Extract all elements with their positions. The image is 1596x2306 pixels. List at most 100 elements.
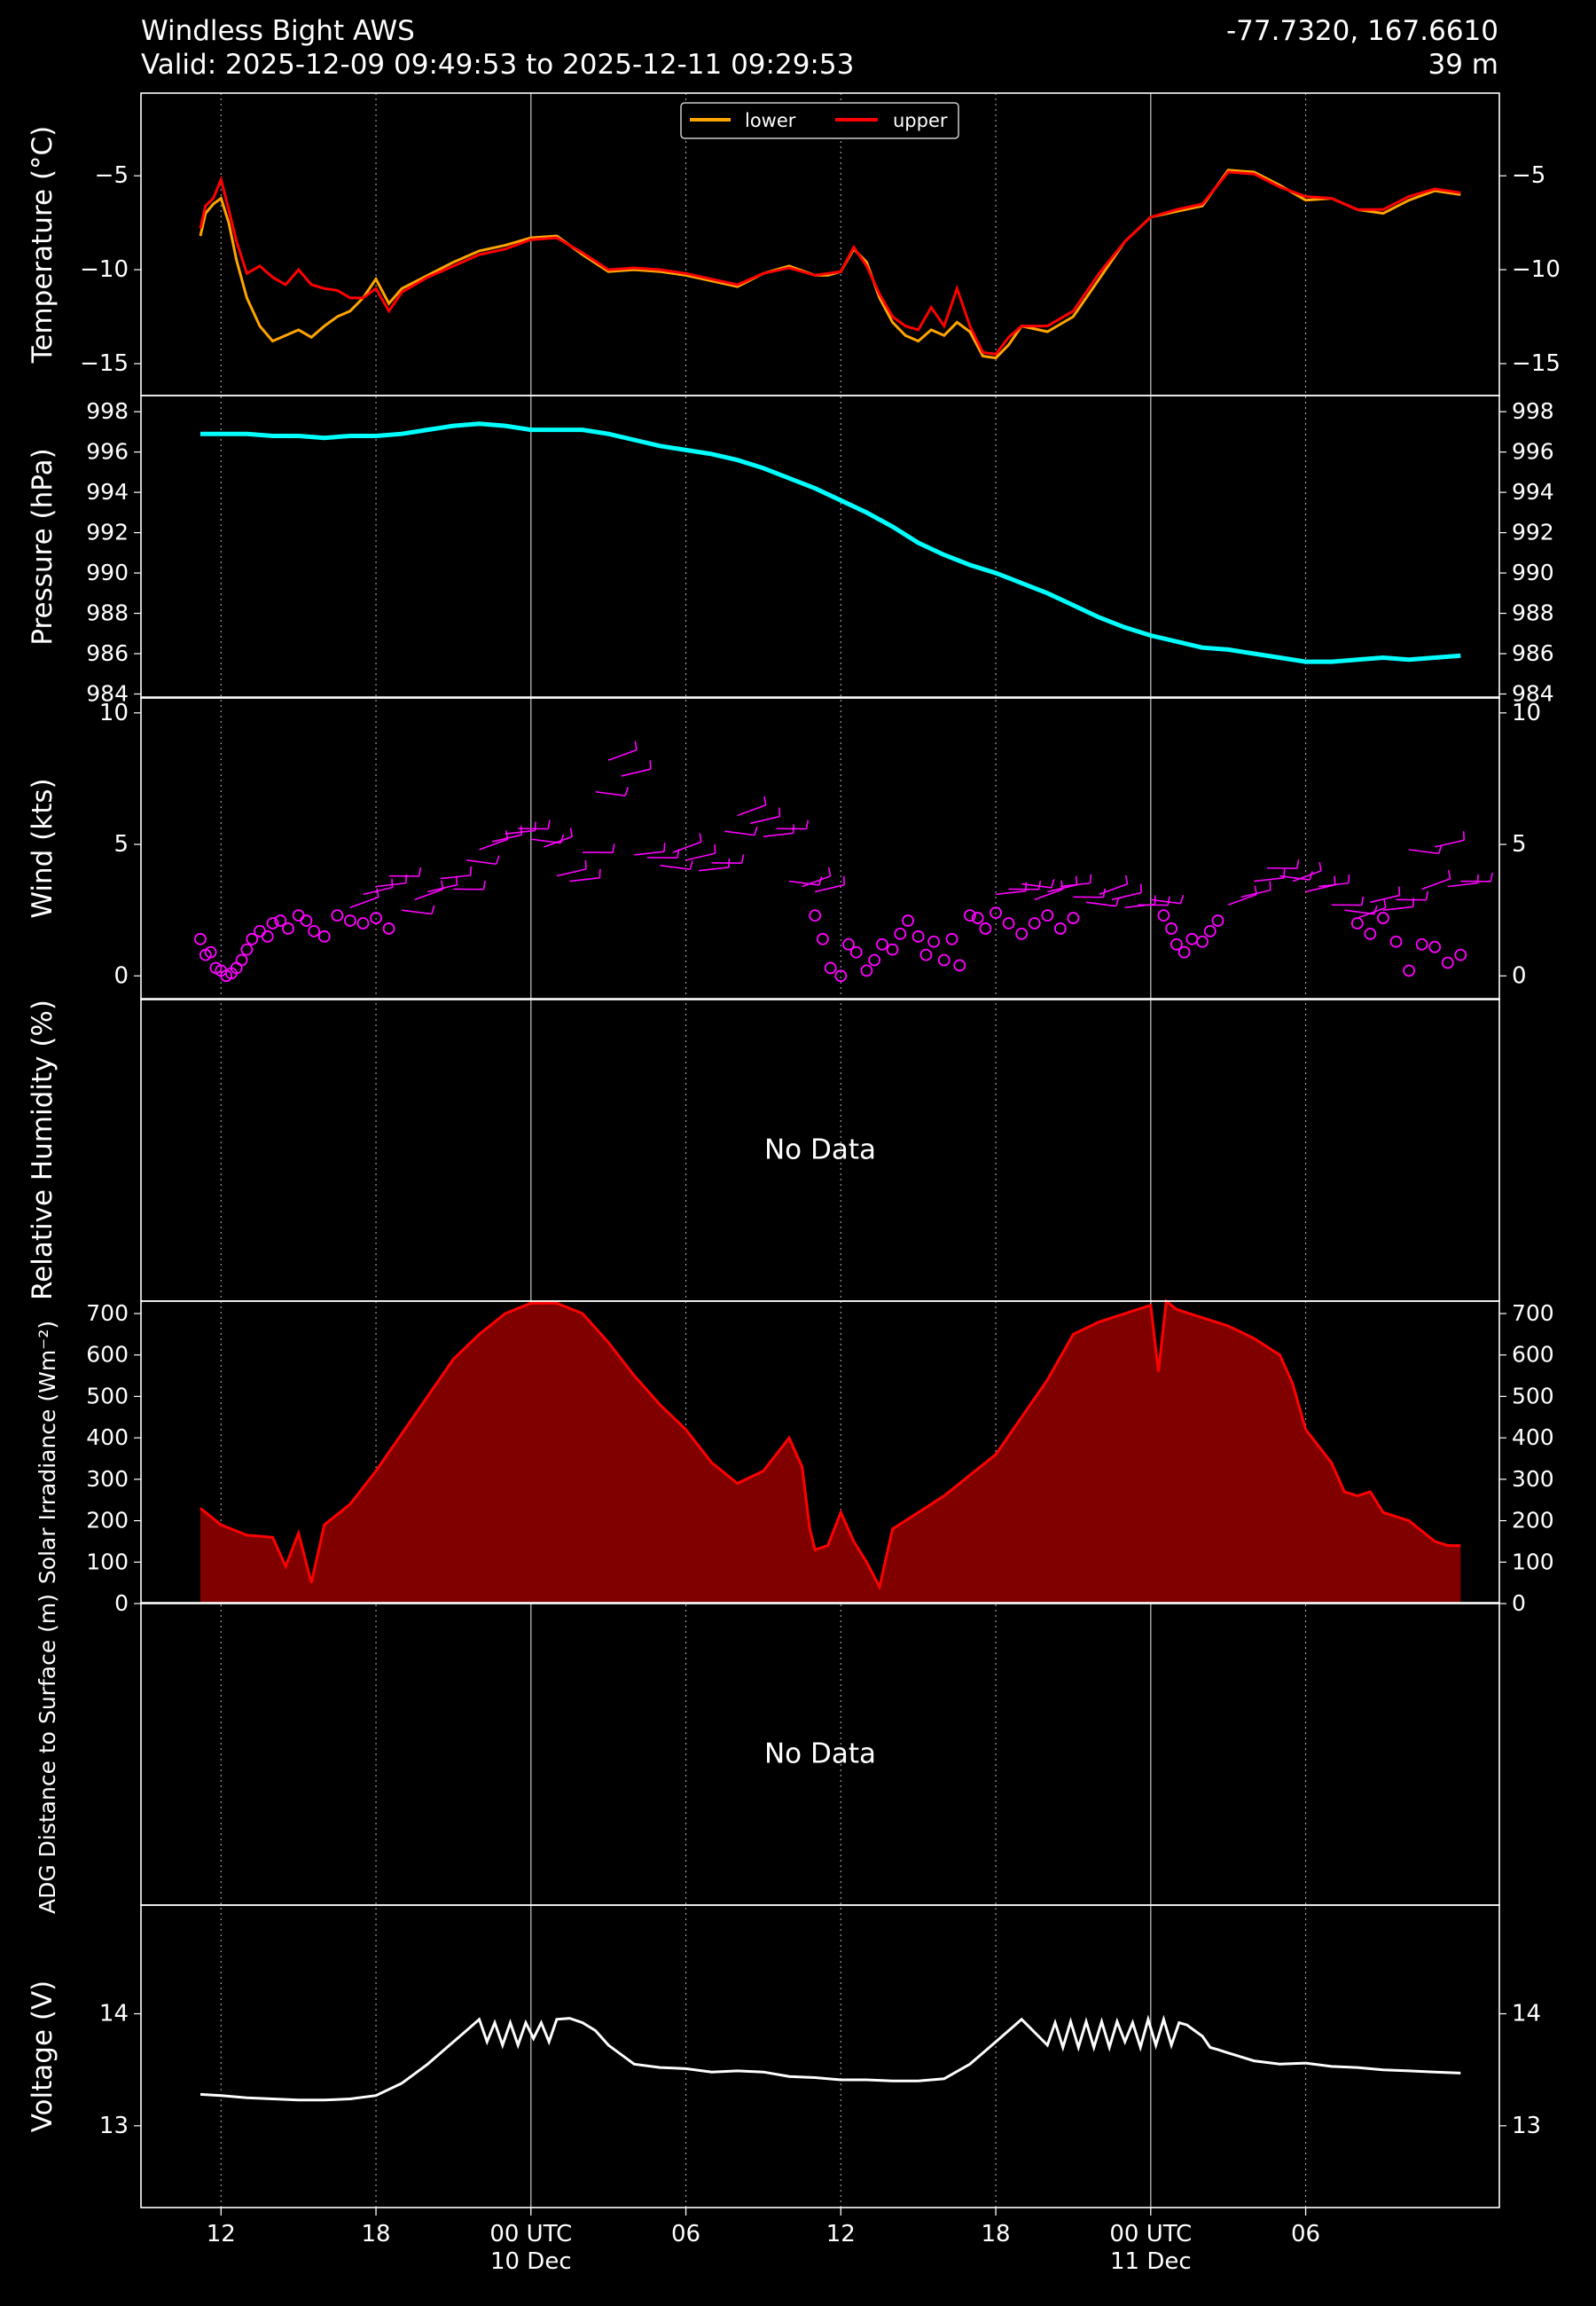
barb-flag [778,807,781,817]
temp-line-upper [199,170,1461,357]
barb-shaft [995,890,1026,896]
wind-barb [518,820,551,830]
barb-shaft [814,883,845,893]
wind-barb [479,830,509,851]
barb-shaft [1435,839,1465,848]
tick-label: 984 [1512,680,1554,706]
legend-label-lower: lower [745,110,796,131]
wind-barb [788,876,823,886]
tick-label: 996 [1512,439,1554,465]
station-elevation: 39 m [1428,49,1499,81]
x-tick-sublabel: 11 Dec [1110,2248,1192,2275]
wind-barb [660,860,693,870]
wind-calm-point [824,961,837,975]
tick-label: 0 [1512,1590,1526,1616]
wind-barb [763,824,795,837]
barb-shaft [375,882,406,888]
wind-calm-point [886,943,899,956]
wind-calm-point [927,935,941,948]
wind-barb [491,826,523,843]
wind-barb [1254,868,1286,882]
tick-label: −10 [1512,256,1561,283]
wind-barb [1292,861,1322,882]
barb-shaft [569,877,600,882]
wind-calm-point [817,932,829,945]
wind-barb [621,760,652,777]
barb-shaft [1292,870,1322,882]
wind-calm-point [1203,925,1217,937]
barb-flag [469,866,473,875]
wind-calm-point [1415,937,1428,951]
barb-flag [1462,831,1466,841]
tick-label: 5 [1512,831,1527,858]
barb-shaft [621,768,652,777]
y-ticks: 0 0 100 100 200 200 300 300 400 400 500 500 600 600 70… [86,1300,1553,1616]
wind-barb [607,741,638,761]
wind-barb [556,859,587,877]
barb-flag [1373,905,1378,914]
barb-flag [482,880,487,890]
barb-shaft [634,851,665,856]
wind-barb [1227,885,1257,906]
y-ticks: 13 13 14 14 [99,2001,1541,2139]
vertical-grid [220,93,1307,2208]
wind-barb [634,843,666,856]
wind-barb [1047,875,1078,893]
barb-flag [1309,871,1313,881]
wind-calm-point [979,922,992,935]
barb-shaft [1408,849,1439,855]
wind-barb [1435,831,1466,848]
wind-calm-point [344,914,356,927]
x-tick-label: 12 [207,2221,236,2247]
y-axis-label: Voltage (V) [27,1980,59,2133]
barb-shaft [1150,898,1181,905]
barb-shaft [788,880,819,886]
wind-barb [1279,871,1313,881]
wind-barb [1060,874,1092,888]
wind-calm-point [308,925,321,937]
barb-flag [598,868,601,878]
wind-calm-point [876,937,888,951]
barb-shaft [607,749,638,761]
barb-flag [495,855,500,865]
wind-calm-point [902,914,914,927]
x-tick-label: 06 [671,2221,700,2247]
barb-flag [842,875,846,885]
tick-label: 100 [1512,1549,1554,1574]
wind-calm-point [1196,935,1209,948]
tick-label: 200 [86,1508,129,1533]
wind-calm-point [1403,964,1415,977]
barb-shaft [349,896,379,908]
tick-label: 10 [99,700,129,726]
wind-calm-point [911,929,925,943]
wind-calm-point [1002,917,1015,929]
barb-flag [1076,875,1078,885]
wind-calm-point [860,964,873,977]
barb-shaft [595,790,626,796]
barb-flag [1360,896,1365,906]
barb-flag [1037,880,1042,890]
wind-calm-point [1441,956,1454,969]
wind-calm-point [1041,909,1054,922]
barb-shaft [414,888,443,901]
barb-shaft [1021,882,1052,889]
wind-barb [402,905,435,915]
barb-shaft [802,875,831,888]
wind-barb [453,880,487,890]
wind-calm-point [1454,948,1467,961]
barb-flag [1348,874,1350,883]
barb-flag [818,876,823,886]
tick-label: 400 [1512,1424,1554,1450]
tick-label: 992 [86,520,129,545]
barb-flag [1334,875,1336,885]
wind-barb [1447,874,1479,888]
wind-calm-point [246,932,259,945]
barb-flag [418,867,422,877]
barb-shaft [1034,888,1063,901]
barb-flag [827,867,832,876]
tick-label: 994 [86,479,129,505]
tick-label: 700 [86,1300,129,1326]
wind-calm-point [317,929,331,943]
wind-barb [1370,886,1401,904]
